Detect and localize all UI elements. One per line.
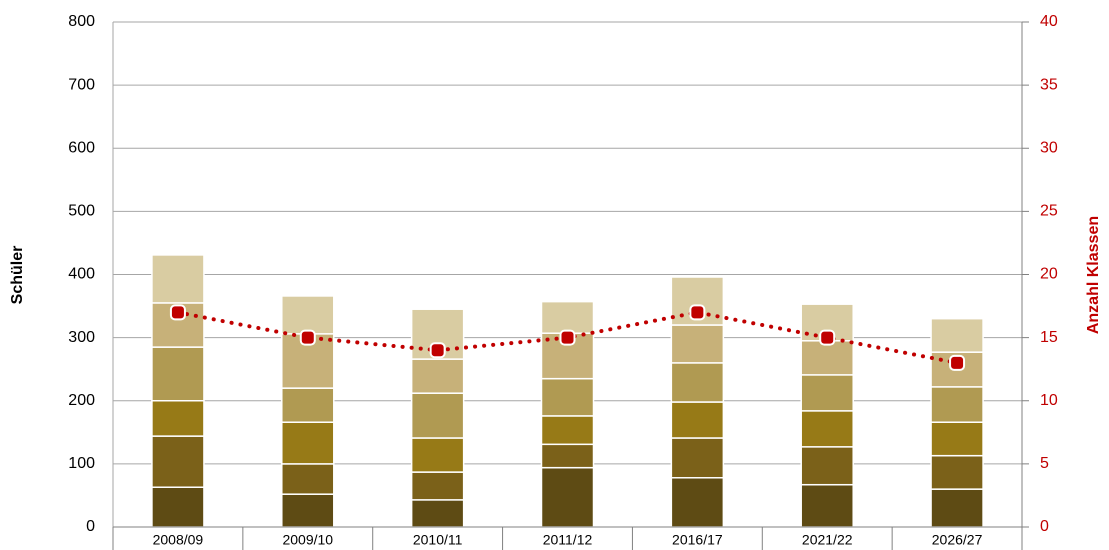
bar-segment — [151, 486, 205, 528]
bar-segment — [281, 463, 335, 495]
bar-segment — [800, 374, 854, 412]
y2-tick-label: 40 — [1040, 13, 1058, 30]
bar-segment — [540, 300, 595, 334]
y-axis-label: Schüler — [9, 246, 26, 305]
y-tick-label: 100 — [68, 455, 95, 472]
bar-segment — [800, 410, 854, 448]
x-tick-label: 2009/10 — [282, 532, 333, 548]
line-marker — [429, 342, 446, 359]
bar-segment — [930, 386, 984, 423]
y-tick-label: 200 — [68, 392, 95, 409]
y2-tick-label: 10 — [1040, 392, 1058, 409]
bar-segment — [410, 392, 465, 439]
y2-tick-label: 5 — [1040, 455, 1049, 472]
bar-segment — [670, 437, 725, 479]
bar-segment — [800, 483, 854, 528]
line-marker — [689, 304, 706, 321]
bar-segment — [930, 317, 984, 353]
bar-segment — [151, 346, 205, 402]
bar-segment — [540, 377, 595, 417]
bar-segment — [540, 443, 595, 469]
bar-segment — [151, 254, 205, 304]
y-tick-label: 500 — [68, 203, 95, 220]
x-tick-label: 2010/11 — [413, 532, 463, 548]
bar-segment — [930, 454, 984, 490]
y2-tick-label: 30 — [1040, 139, 1058, 156]
y-tick-label: 0 — [86, 518, 95, 535]
bar-segment — [151, 400, 205, 437]
line-marker — [299, 329, 316, 346]
bar-segment — [410, 471, 465, 501]
y2-tick-label: 0 — [1040, 518, 1049, 535]
bar-segment — [281, 295, 335, 335]
x-tick-label: 2016/17 — [672, 532, 723, 548]
y-tick-label: 300 — [68, 329, 95, 346]
line-marker — [169, 304, 186, 321]
line-marker — [559, 329, 576, 346]
x-tick-label: 2011/12 — [543, 532, 593, 548]
y2-tick-label: 15 — [1040, 329, 1058, 346]
bar-segment — [930, 488, 984, 528]
y-tick-label: 600 — [68, 139, 95, 156]
bar-segment — [281, 493, 335, 528]
bar-segment — [540, 415, 595, 446]
bar-segment — [410, 499, 465, 528]
bar-segment — [800, 446, 854, 486]
bar-segment — [281, 421, 335, 465]
bar-segment — [410, 358, 465, 394]
bar-segment — [930, 421, 984, 457]
y2-tick-label: 20 — [1040, 266, 1058, 283]
bar-segment — [670, 401, 725, 439]
bar-segment — [540, 466, 595, 528]
y-tick-label: 800 — [68, 13, 95, 30]
y-tick-label: 700 — [68, 76, 95, 93]
bar-segment — [151, 435, 205, 488]
bar-segment — [670, 362, 725, 403]
line-marker — [819, 329, 836, 346]
bar-segment — [800, 340, 854, 376]
x-tick-label: 2021/22 — [802, 532, 853, 548]
x-tick-label: 2026/27 — [932, 532, 983, 548]
y-tick-label: 400 — [68, 266, 95, 283]
y2-tick-label: 35 — [1040, 76, 1058, 93]
y2-axis-label: Anzahl Klassen — [1085, 216, 1102, 334]
bar-segment — [670, 477, 725, 528]
bar-segment — [670, 324, 725, 364]
y2-tick-label: 25 — [1040, 203, 1058, 220]
line-marker — [949, 354, 966, 371]
bar-segment — [281, 387, 335, 423]
x-tick-label: 2008/09 — [153, 532, 204, 548]
bar-segment — [410, 437, 465, 473]
